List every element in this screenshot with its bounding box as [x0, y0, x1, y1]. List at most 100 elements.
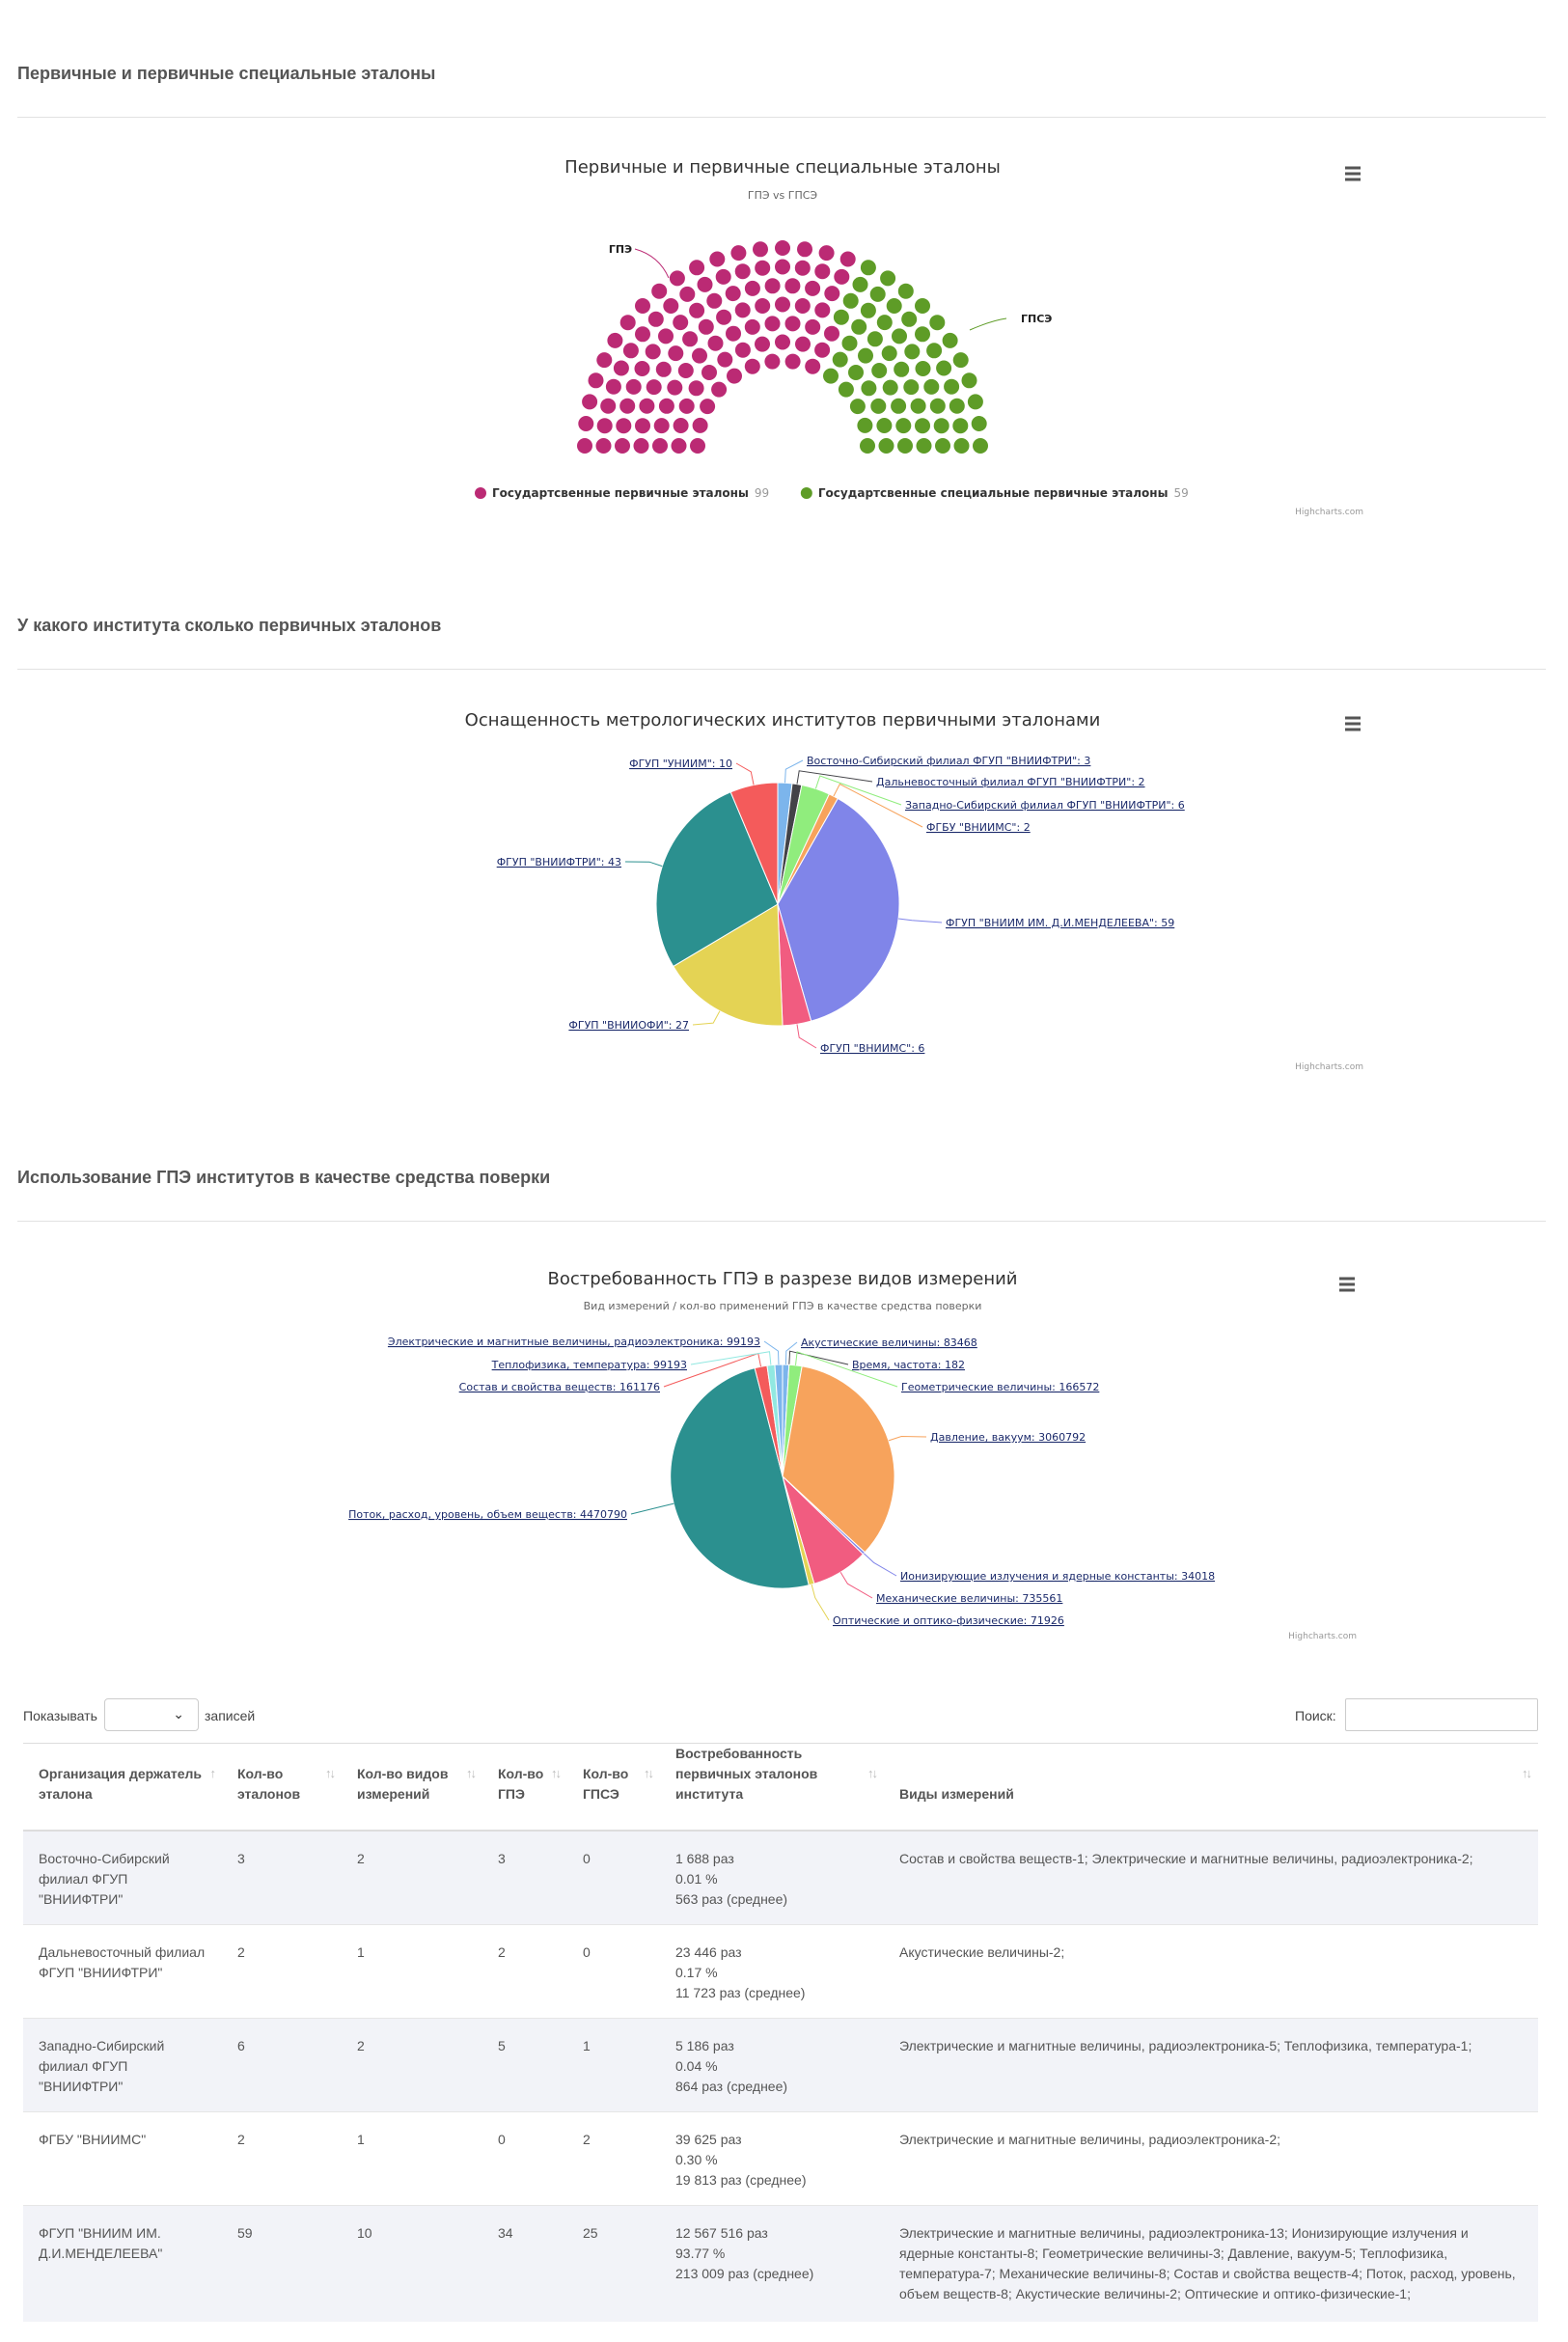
- column-header-types[interactable]: Виды измерений ↑↓: [884, 1743, 1538, 1832]
- data-label[interactable]: Восточно-Сибирский филиал ФГУП "ВНИИФТРИ…: [807, 755, 1090, 767]
- seat-point-gpse[interactable]: [848, 365, 864, 380]
- seat-point-gpse[interactable]: [870, 398, 887, 414]
- seat-point-gpe[interactable]: [755, 336, 770, 352]
- chart-credits[interactable]: Highcharts.com: [1288, 1632, 1357, 1641]
- seat-point-gpe[interactable]: [639, 398, 655, 414]
- seat-point-gpse[interactable]: [949, 398, 965, 414]
- seat-point-gpe[interactable]: [577, 438, 592, 454]
- seat-point-gpe[interactable]: [794, 298, 811, 314]
- seat-point-gpe[interactable]: [716, 309, 732, 325]
- seat-point-gpe[interactable]: [646, 379, 662, 396]
- column-header-demand[interactable]: Востребованность первичных эталонов инст…: [660, 1743, 884, 1832]
- chart-menu-icon[interactable]: [1345, 716, 1361, 731]
- seat-point-gpe[interactable]: [794, 260, 811, 276]
- seat-point-gpe[interactable]: [633, 438, 649, 454]
- seat-point-gpse[interactable]: [903, 379, 920, 396]
- seat-point-gpse[interactable]: [833, 309, 849, 325]
- seat-point-gpe[interactable]: [707, 335, 724, 351]
- seat-point-gpe[interactable]: [753, 241, 768, 258]
- seat-point-gpe[interactable]: [678, 398, 695, 414]
- data-label[interactable]: Ионизирующие излучения и ядерные констан…: [900, 1570, 1215, 1583]
- seat-point-gpe[interactable]: [677, 363, 694, 378]
- seat-point-gpse[interactable]: [904, 344, 921, 360]
- data-label[interactable]: Состав и свойства веществ: 161176: [459, 1381, 660, 1393]
- seat-point-gpe[interactable]: [658, 398, 674, 414]
- seat-point-gpe[interactable]: [619, 315, 636, 331]
- seat-point-gpse[interactable]: [929, 398, 946, 414]
- data-label[interactable]: ФГУП "ВНИИМС": 6: [820, 1042, 924, 1055]
- seat-point-gpe[interactable]: [634, 361, 650, 376]
- seat-point-gpse[interactable]: [860, 302, 876, 318]
- table-row[interactable]: ФГУП "ВНИИМ ИМ. Д.И.МЕНДЕЛЕЕВА" 59 10 34 25 1…: [23, 2204, 1538, 2322]
- search-input[interactable]: [1345, 1698, 1538, 1731]
- seat-point-gpe[interactable]: [582, 394, 598, 410]
- seat-point-gpse[interactable]: [891, 398, 907, 414]
- seat-point-gpse[interactable]: [882, 379, 898, 396]
- page-length-select[interactable]: ⌄: [104, 1698, 199, 1731]
- seat-point-gpe[interactable]: [834, 268, 850, 285]
- seat-point-gpse[interactable]: [857, 417, 873, 433]
- seat-point-gpe[interactable]: [784, 353, 801, 370]
- seat-point-gpse[interactable]: [944, 378, 960, 395]
- seat-point-gpse[interactable]: [952, 418, 969, 434]
- seat-point-gpe[interactable]: [814, 342, 831, 358]
- seat-point-gpe[interactable]: [596, 352, 613, 369]
- seat-point-gpe[interactable]: [814, 302, 831, 318]
- column-header-gpse[interactable]: Кол-во ГПСЭ ↑↓: [567, 1743, 660, 1832]
- seat-point-gpe[interactable]: [839, 251, 856, 267]
- data-label[interactable]: ФГУП "ВНИИОФИ": 27: [568, 1019, 689, 1032]
- seat-point-gpe[interactable]: [824, 325, 839, 342]
- seat-point-gpe[interactable]: [734, 342, 751, 358]
- seat-point-gpe[interactable]: [744, 318, 760, 335]
- data-label[interactable]: Давление, вакуум: 3060792: [930, 1431, 1086, 1444]
- data-label[interactable]: ФГУП "ВНИИМ ИМ. Д.И.МЕНДЕЛЕЕВА": 59: [946, 917, 1174, 929]
- seat-point-gpse[interactable]: [838, 381, 854, 398]
- seat-point-gpse[interactable]: [842, 292, 859, 309]
- seat-point-gpse[interactable]: [894, 361, 910, 377]
- seat-point-gpe[interactable]: [717, 351, 733, 368]
- seat-point-gpe[interactable]: [700, 399, 716, 415]
- seat-point-gpe[interactable]: [653, 418, 670, 434]
- seat-point-gpe[interactable]: [734, 263, 751, 280]
- seat-point-gpe[interactable]: [818, 245, 835, 262]
- seat-point-gpse[interactable]: [869, 286, 886, 302]
- seat-point-gpse[interactable]: [971, 416, 987, 431]
- seat-point-gpe[interactable]: [655, 361, 672, 377]
- seat-point-gpe[interactable]: [709, 251, 726, 267]
- seat-point-gpse[interactable]: [876, 315, 893, 331]
- seat-point-gpe[interactable]: [651, 283, 668, 299]
- column-header-count[interactable]: Кол-во эталонов ↑↓: [222, 1743, 342, 1832]
- seat-point-gpse[interactable]: [915, 361, 931, 376]
- seat-point-gpe[interactable]: [663, 298, 679, 314]
- data-label[interactable]: Теплофизика, температура: 99193: [491, 1359, 687, 1371]
- seat-point-gpse[interactable]: [832, 351, 848, 368]
- seat-point-gpse[interactable]: [933, 418, 949, 434]
- seat-point-gpse[interactable]: [952, 352, 969, 369]
- seat-point-gpse[interactable]: [936, 360, 952, 376]
- seat-point-gpse[interactable]: [910, 398, 926, 414]
- seat-point-gpse[interactable]: [915, 326, 930, 343]
- seat-point-gpe[interactable]: [607, 332, 623, 348]
- seat-point-gpe[interactable]: [727, 368, 742, 384]
- seat-point-gpse[interactable]: [841, 335, 858, 351]
- seat-point-gpse[interactable]: [852, 276, 868, 292]
- seat-point-gpse[interactable]: [961, 372, 977, 389]
- legend-item-gpe[interactable]: Государтсвенные первичные эталоны 99: [475, 486, 769, 500]
- seat-point-gpe[interactable]: [667, 379, 683, 396]
- chart-menu-icon[interactable]: [1339, 1277, 1355, 1292]
- seat-point-gpe[interactable]: [701, 365, 717, 380]
- seat-point-gpse[interactable]: [871, 363, 888, 378]
- seat-point-gpse[interactable]: [867, 331, 883, 347]
- seat-point-gpse[interactable]: [926, 343, 943, 359]
- seat-point-gpe[interactable]: [711, 381, 728, 398]
- column-header-kinds[interactable]: Кол-во видов измерений ↑↓: [342, 1743, 482, 1832]
- pie-slice[interactable]: [655, 791, 779, 968]
- data-label[interactable]: Электрические и магнитные величины, ради…: [388, 1336, 760, 1348]
- seat-point-gpe[interactable]: [795, 336, 811, 352]
- seat-point-gpse[interactable]: [923, 378, 940, 395]
- seat-point-gpse[interactable]: [897, 438, 913, 454]
- seat-point-gpse[interactable]: [878, 438, 894, 454]
- seat-point-gpse[interactable]: [935, 438, 950, 454]
- seat-point-gpse[interactable]: [895, 418, 912, 434]
- seat-point-gpe[interactable]: [619, 398, 636, 414]
